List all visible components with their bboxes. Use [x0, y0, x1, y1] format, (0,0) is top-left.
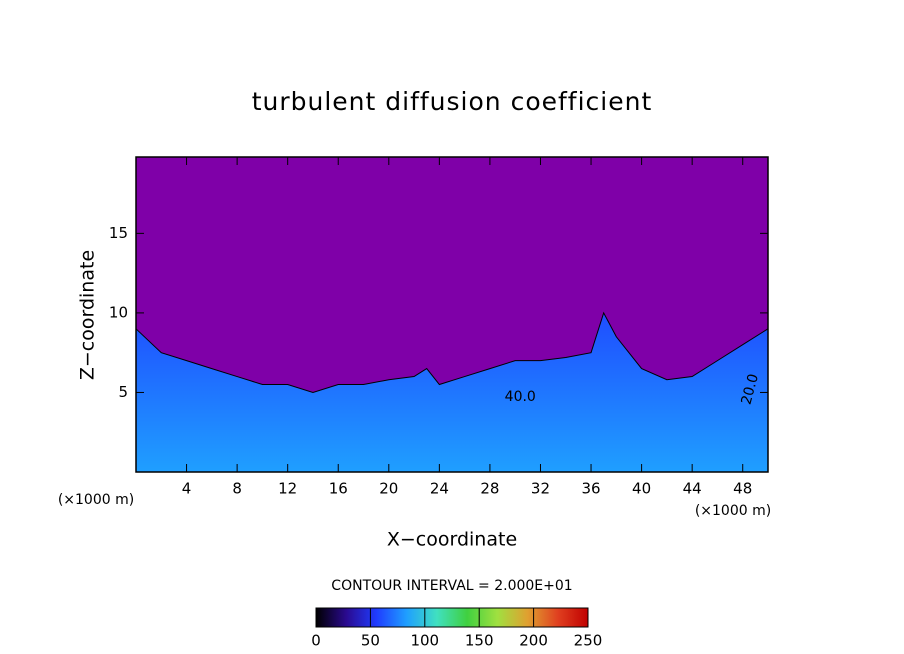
x-unit-label: (×1000 m) [58, 492, 134, 508]
contour-label: 20.0 [739, 372, 763, 406]
turbulent-layer [135, 311, 769, 473]
x-tick-label: 16 [329, 480, 348, 498]
colorbar-tick-label: 250 [574, 632, 603, 650]
x-tick-label: 28 [480, 480, 499, 498]
x-unit-label: (×1000 m) [695, 503, 771, 519]
y-tick-label: 5 [118, 383, 128, 401]
x-tick-label: 44 [683, 480, 702, 498]
x-tick-label: 36 [581, 480, 600, 498]
x-tick-label: 12 [278, 480, 297, 498]
contour-label: 40.0 [505, 389, 536, 405]
colorbar-tick-label: 200 [519, 632, 548, 650]
contour-interval: CONTOUR INTERVAL = 2.000E+01 [331, 578, 572, 594]
chart-title: turbulent diffusion coefficient [252, 87, 653, 116]
x-tick-label: 8 [232, 480, 242, 498]
colorbar-tick-label: 150 [465, 632, 494, 650]
x-tick-label: 40 [632, 480, 651, 498]
y-tick-label: 15 [109, 224, 128, 242]
x-tick-label: 32 [531, 480, 550, 498]
x-tick-label: 48 [733, 480, 752, 498]
y-tick-label: 10 [109, 303, 128, 321]
x-tick-label: 24 [430, 480, 449, 498]
x-tick-label: 4 [182, 480, 192, 498]
x-tick-label: 20 [379, 480, 398, 498]
x-axis-label: X−coordinate [387, 529, 517, 551]
y-axis-label: Z−coordinate [77, 250, 99, 380]
colorbar-tick-label: 50 [361, 632, 380, 650]
colorbar-tick-label: 0 [311, 632, 321, 650]
colorbar-tick-label: 100 [410, 632, 439, 650]
colorbar [315, 607, 589, 628]
plot-frame [135, 156, 769, 473]
